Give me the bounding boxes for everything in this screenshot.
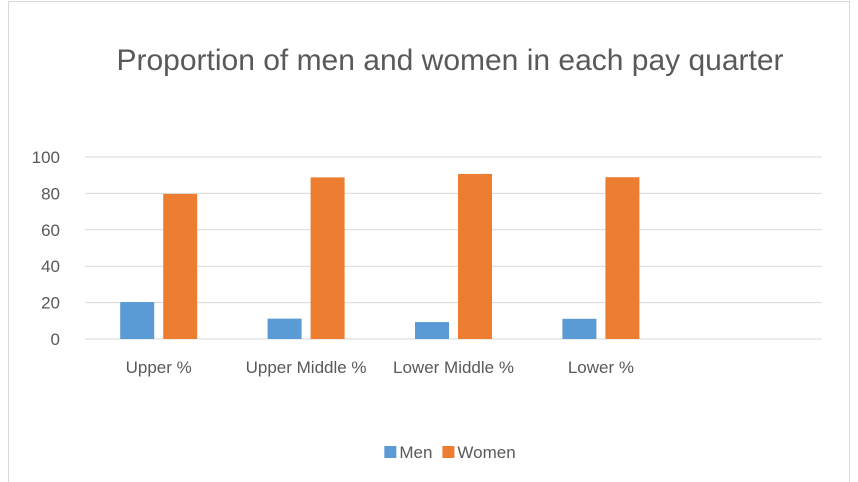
legend: Men Women (384, 443, 516, 462)
x-tick-label: Upper % (126, 358, 192, 377)
y-tick-label: 100 (32, 148, 60, 167)
bar (458, 173, 492, 339)
x-tick-label: Upper Middle % (246, 358, 367, 377)
bar (605, 177, 640, 339)
chart-border (8, 1, 850, 482)
bar (310, 177, 345, 339)
bar (120, 302, 155, 339)
bar (415, 322, 449, 339)
bar (163, 193, 198, 339)
legend-swatch (442, 446, 455, 458)
chart-title: Proportion of men and women in each pay … (116, 44, 783, 77)
bar (267, 318, 302, 339)
legend-label: Women (457, 443, 515, 462)
y-tick-label: 80 (41, 184, 60, 203)
y-tick-label: 0 (51, 330, 60, 349)
x-tick-label: Lower % (568, 358, 634, 377)
legend-swatch (384, 446, 397, 458)
bar (562, 318, 597, 339)
y-tick-label: 60 (41, 221, 60, 240)
y-tick-label: 40 (41, 257, 60, 276)
x-tick-label: Lower Middle % (393, 358, 514, 377)
y-tick-label: 20 (41, 294, 60, 313)
legend-label: Men (399, 443, 432, 462)
